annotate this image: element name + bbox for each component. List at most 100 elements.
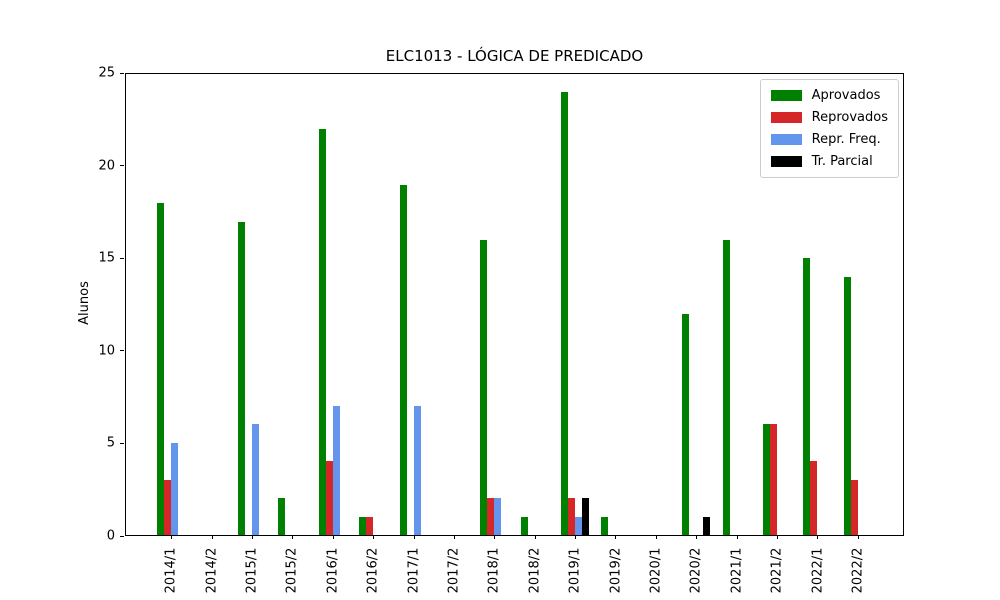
bars (722, 74, 751, 535)
bar (582, 498, 590, 535)
bar (494, 498, 502, 535)
x-tick-label-cell: 2016/2 (338, 535, 408, 600)
x-tick-label: 2021/1 (729, 547, 745, 593)
bar-group-2014/2: 2014/2 (191, 74, 231, 593)
y-tick-mark (120, 442, 124, 444)
legend-item: Tr. Parcial (770, 154, 888, 169)
x-tick-label: 2018/2 (527, 547, 543, 593)
bar (843, 276, 851, 535)
bar (413, 405, 421, 535)
x-tick-label: 2020/2 (688, 547, 704, 593)
bars (480, 74, 508, 535)
x-tick-mark (777, 535, 779, 539)
y-tick-label: 5 (106, 435, 115, 451)
bar (703, 516, 711, 535)
bars (642, 74, 670, 535)
bar (480, 239, 488, 535)
bar-group-2015/2: 2015/2 (272, 74, 312, 593)
legend-swatch-icon (770, 112, 802, 123)
x-tick-label-cell: 2019/2 (580, 535, 650, 600)
bar (601, 516, 609, 535)
legend-label: Repr. Freq. (811, 132, 881, 147)
bars (520, 74, 549, 535)
x-tick-mark (332, 535, 334, 539)
y-tick-mark (120, 72, 124, 74)
y-tick-mark (120, 165, 124, 167)
bars (440, 74, 468, 535)
x-tick-mark (211, 535, 213, 539)
bars (399, 74, 428, 535)
y-tick-label: 25 (98, 65, 115, 81)
bars (198, 74, 226, 535)
bar-groups: 2014/1 2014/2 2015/1 2015/2 2016/1 2016/2 2017… (126, 74, 903, 593)
bar (251, 424, 259, 535)
x-tick-mark (857, 535, 859, 539)
bar (682, 313, 690, 535)
bar-group-2022/1: 2022/1 (797, 74, 837, 593)
legend-item: Aprovados (770, 88, 888, 103)
y-tick-mark (120, 257, 124, 259)
bar (278, 498, 286, 535)
bar-group-2021/2: 2021/2 (757, 74, 797, 593)
bar (332, 405, 340, 535)
x-tick-mark (453, 535, 455, 539)
y-axis: 0 5 10 15 20 25 (0, 66, 125, 544)
bar (237, 221, 245, 535)
bars (763, 74, 791, 535)
legend: Aprovados Reprovados Repr. Freq. Tr. Parcia… (759, 79, 899, 178)
bar (568, 498, 576, 535)
x-tick-label: 2015/2 (284, 547, 300, 593)
x-tick-label-cell: 2015/2 (257, 535, 327, 600)
y-tick-mark (120, 535, 124, 537)
bar (171, 442, 179, 535)
bar (810, 461, 818, 535)
bars (803, 74, 831, 535)
bar-group-2020/1: 2020/1 (636, 74, 676, 593)
bars (843, 74, 872, 535)
x-tick-label: 2017/2 (446, 547, 462, 593)
y-tick-label: 0 (106, 528, 115, 544)
bar (366, 516, 374, 535)
bar-group-2019/1: 2019/1 (555, 74, 595, 593)
bar (520, 516, 528, 535)
bar-group-2019/2: 2019/2 (595, 74, 635, 593)
x-tick-label: 2020/1 (648, 547, 664, 593)
bar-group-2017/1: 2017/1 (393, 74, 433, 593)
x-tick-mark (817, 535, 819, 539)
bar (850, 479, 858, 535)
bar-group-2015/1: 2015/1 (232, 74, 272, 593)
legend-label: Aprovados (811, 88, 881, 103)
x-tick-label-cell: 2014/1 (136, 535, 206, 600)
bar (164, 479, 172, 535)
x-tick-label: 2018/1 (486, 547, 502, 593)
y-tick-label: 20 (98, 158, 115, 174)
legend-item: Repr. Freq. (770, 132, 888, 147)
x-tick-label: 2014/2 (204, 547, 220, 593)
bars (237, 74, 266, 535)
plot-area: 2014/1 2014/2 2015/1 2015/2 2016/1 2016/2 2017… (125, 73, 904, 593)
bars (157, 74, 185, 535)
bars (601, 74, 629, 535)
x-tick-label: 2015/1 (244, 547, 260, 593)
bar (561, 92, 569, 535)
legend-swatch-icon (770, 90, 802, 101)
bar-group-2016/1: 2016/1 (313, 74, 353, 593)
x-tick-label-cell: 2021/2 (742, 535, 812, 600)
x-tick-label-cell: 2021/1 (702, 535, 772, 600)
x-tick-mark (292, 535, 294, 539)
bars (561, 74, 590, 535)
legend-item: Reprovados (770, 110, 888, 125)
x-tick-label: 2014/1 (163, 547, 179, 593)
bars (278, 74, 306, 535)
legend-swatch-icon (770, 156, 802, 167)
x-tick-label: 2022/1 (809, 547, 825, 593)
x-tick-label-cell: 2020/2 (661, 535, 731, 600)
bar-group-2022/2: 2022/2 (838, 74, 878, 593)
x-tick-mark (171, 535, 173, 539)
bar (325, 461, 333, 535)
x-tick-mark (615, 535, 617, 539)
legend-label: Tr. Parcial (811, 154, 873, 169)
bar (722, 239, 730, 535)
x-tick-label: 2016/1 (325, 547, 341, 593)
